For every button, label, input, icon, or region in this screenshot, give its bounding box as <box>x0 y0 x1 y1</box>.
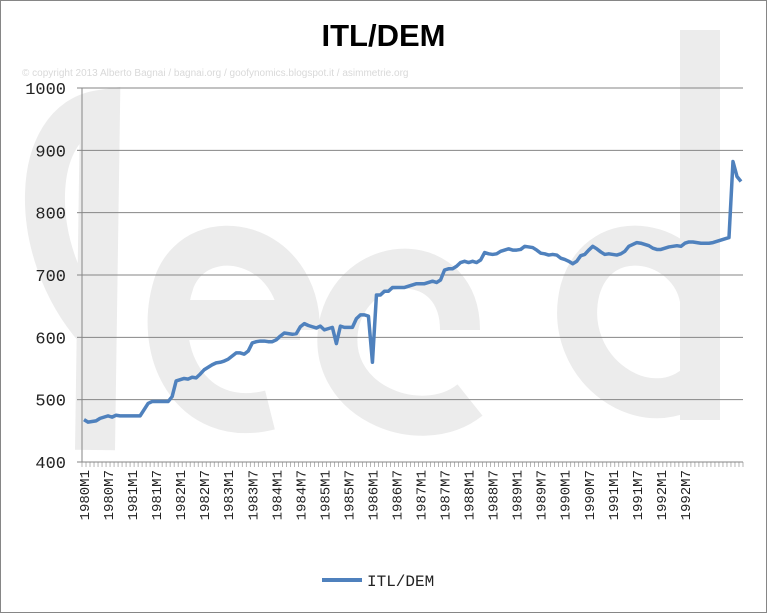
series-line-itl-dem <box>83 159 743 424</box>
legend-label: ITL/DEM <box>367 573 434 591</box>
y-tick-label: 600 <box>35 330 66 349</box>
x-tick-label: 1987M1 <box>415 470 431 520</box>
x-tick-label: 1986M7 <box>390 470 406 520</box>
y-tick-label: 400 <box>35 455 66 474</box>
legend: ITL/DEM <box>322 573 434 591</box>
x-tick-label: 1991M7 <box>631 470 647 520</box>
x-tick-label: 1989M1 <box>511 470 527 520</box>
x-tick-label: 1990M1 <box>559 470 575 520</box>
x-tick-label: 1985M1 <box>318 470 334 520</box>
y-tick-label: 1000 <box>25 81 66 100</box>
x-tick-label: 1980M7 <box>102 470 118 520</box>
x-tick-label: 1983M7 <box>246 470 262 520</box>
y-tick-label: 900 <box>35 143 66 162</box>
x-tick-label: 1990M7 <box>583 470 599 520</box>
x-tick-label: 1991M1 <box>607 470 623 520</box>
y-tick-label: 700 <box>35 268 66 287</box>
x-tick-label: 1983M1 <box>222 470 238 520</box>
x-tick-label: 1986M1 <box>366 470 382 520</box>
x-tick-label: 1987M7 <box>439 470 455 520</box>
x-tick-label: 1988M1 <box>463 470 479 520</box>
x-tick-label: 1989M7 <box>535 470 551 520</box>
x-tick-label: 1981M7 <box>150 470 166 520</box>
x-tick-label: 1984M7 <box>294 470 310 520</box>
x-tick-label: 1982M7 <box>198 470 214 520</box>
x-tick-label: 1981M1 <box>126 470 142 520</box>
x-tick-label: 1984M1 <box>270 470 286 520</box>
x-tick-label: 1992M7 <box>679 470 695 520</box>
x-tick-label: 1985M7 <box>342 470 358 520</box>
x-axis: 1980M1 1980M7 1981M1 1981M7 1982M1 1982M7 1983… <box>78 461 744 520</box>
copyright-watermark-text: © copyright 2013 Alberto Bagnai / bagnai… <box>22 68 409 79</box>
chart-title: ITL/DEM <box>321 18 446 53</box>
x-tick-label: 1992M1 <box>655 470 671 520</box>
x-tick-label: 1982M1 <box>174 470 190 520</box>
series-itl-dem <box>83 159 743 424</box>
x-tick-label: 1988M7 <box>487 470 503 520</box>
aed-watermark-logo <box>25 30 720 451</box>
y-tick-label: 800 <box>35 206 66 225</box>
y-tick-label: 500 <box>35 393 66 412</box>
x-tick-label: 1980M1 <box>78 470 94 520</box>
y-axis: 400 500 600 700 800 900 1000 <box>25 81 83 474</box>
